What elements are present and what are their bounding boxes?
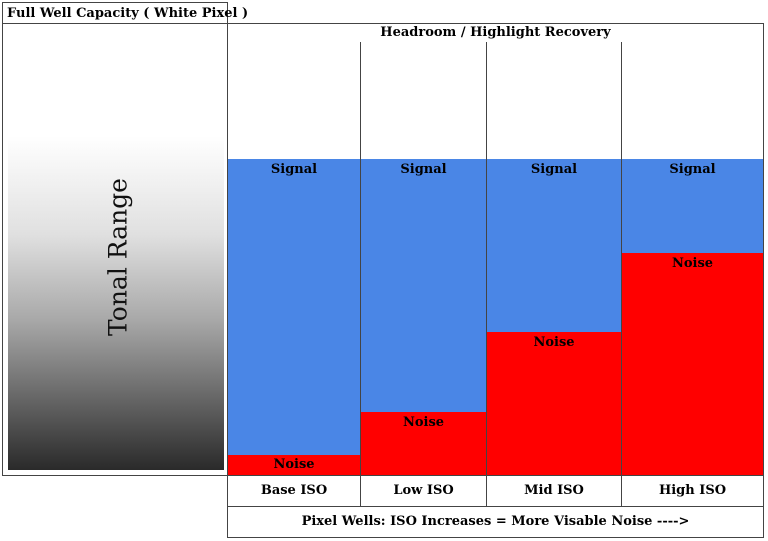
noise-block: Noise — [487, 332, 621, 475]
noise-label: Noise — [273, 457, 315, 472]
noise-label: Noise — [402, 415, 445, 430]
noise-label: Noise — [533, 335, 575, 350]
noise-block: Noise — [622, 253, 763, 475]
iso-column-base: Signal Noise — [227, 42, 361, 476]
signal-label: Signal — [530, 162, 578, 177]
signal-label: Signal — [270, 162, 318, 177]
signal-label: Signal — [400, 162, 447, 177]
diagram-title: Full Well Capacity ( White Pixel ) — [2, 2, 248, 24]
iso-column-mid: Signal Noise — [486, 42, 622, 476]
iso-column-low: Signal Noise — [360, 42, 487, 476]
iso-column-high: Signal Noise — [621, 42, 764, 476]
iso-label-high: High ISO — [621, 475, 764, 507]
noise-block: Noise — [228, 455, 360, 475]
tonal-gradient — [8, 42, 224, 470]
iso-label-mid: Mid ISO — [486, 475, 622, 507]
footer-caption: Pixel Wells: ISO Increases = More Visabl… — [227, 506, 764, 538]
signal-label: Signal — [669, 162, 716, 177]
iso-label-base: Base ISO — [227, 475, 361, 507]
tonal-range-label: Tonal Range — [103, 178, 133, 336]
noise-label: Noise — [671, 256, 714, 271]
noise-block: Noise — [361, 412, 486, 475]
headroom-header: Headroom / Highlight Recovery — [227, 23, 764, 43]
iso-label-low: Low ISO — [360, 475, 487, 507]
signal-block: Signal — [228, 159, 360, 475]
